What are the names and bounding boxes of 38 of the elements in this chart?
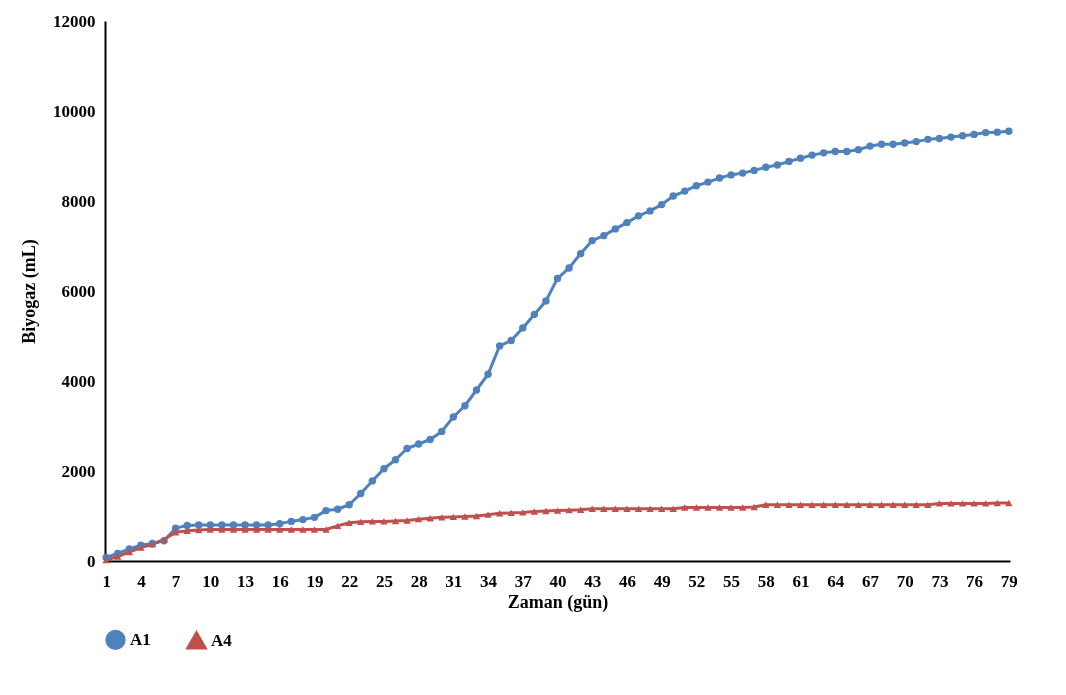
legend-label: A4	[211, 630, 233, 650]
x-tick-label: 61	[792, 571, 810, 591]
x-tick-label: 67	[861, 571, 880, 591]
x-tick-label: 10	[202, 571, 220, 591]
x-tick-label: 76	[966, 571, 984, 591]
x-tick-label: 25	[375, 571, 393, 591]
x-tick-label: 55	[723, 571, 741, 591]
y-axis-title: Biyogaz (mL)	[19, 239, 40, 344]
x-tick-label: 43	[584, 571, 602, 591]
y-tick-label: 2000	[61, 461, 96, 481]
x-tick-label: 19	[306, 571, 324, 591]
legend-label: A1	[130, 629, 151, 649]
x-tick-label: 79	[1000, 571, 1018, 591]
x-tick-label: 37	[514, 571, 533, 591]
x-tick-label: 64	[827, 571, 845, 591]
x-tick-label: 31	[445, 571, 463, 591]
x-tick-label: 58	[757, 571, 775, 591]
y-tick-label: 6000	[61, 281, 96, 301]
y-tick-label: 12000	[53, 11, 96, 31]
x-tick-label: 13	[237, 571, 255, 591]
x-tick-label: 40	[549, 571, 567, 591]
y-tick-label: 10000	[53, 101, 96, 121]
x-tick-label: 28	[410, 571, 428, 591]
x-tick-label: 16	[271, 571, 289, 591]
x-tick-label: 4	[137, 571, 147, 591]
x-tick-label: 34	[480, 571, 498, 591]
x-tick-label: 49	[653, 571, 671, 591]
y-tick-label: 8000	[61, 191, 96, 211]
x-tick-label: 1	[102, 571, 111, 591]
x-tick-label: 73	[931, 571, 949, 591]
x-tick-label: 7	[171, 571, 181, 591]
x-axis-title: Zaman (gün)	[507, 591, 609, 613]
y-tick-label: 0	[87, 551, 96, 571]
x-tick-label: 22	[341, 571, 359, 591]
y-tick-label: 4000	[61, 371, 96, 391]
x-tick-label: 46	[618, 571, 636, 591]
x-tick-label: 70	[896, 571, 914, 591]
x-tick-label: 52	[688, 571, 706, 591]
